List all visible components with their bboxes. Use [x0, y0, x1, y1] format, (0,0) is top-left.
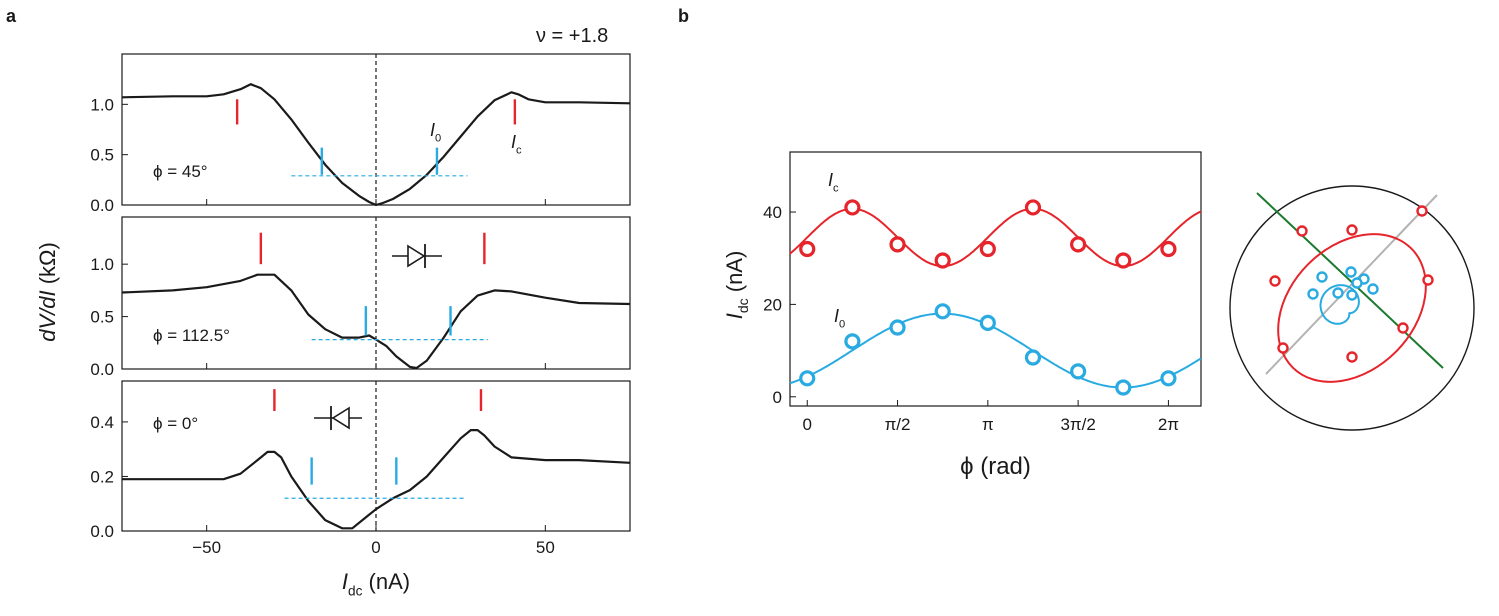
data-point-ic [844, 199, 861, 216]
polar-point-ic [1269, 275, 1281, 287]
diode-triangle [407, 244, 426, 268]
x-tick-label: 0 [371, 538, 380, 557]
subpanel-panel-a-middle: 0.0 0.5 1.0 ϕ = 112.5° [90, 216, 631, 379]
y-tick-label: 0.0 [90, 360, 114, 379]
y-axis-label: Idc (nA) [722, 251, 751, 320]
polar-point-ic [1422, 274, 1434, 286]
series-label-i0: I0 [834, 306, 845, 330]
subpanel-panel-a-bottom: 0.0 0.2 0.4 ϕ = 0° −50 0 50 Idc (nA) [90, 380, 631, 599]
diode-forward-icon [392, 244, 442, 268]
ic-label: Ic [511, 132, 522, 156]
x-tick-label: −50 [192, 538, 221, 557]
dvdi-trace [121, 273, 631, 370]
major-axis-line [1265, 194, 1438, 375]
polar-boundary-circle [1229, 185, 1475, 431]
y-axis-label: dV/dI (kΩ) [35, 242, 60, 342]
data-point-i0 [979, 314, 996, 331]
data-point-ic [799, 240, 816, 258]
polar-point-ic [1277, 342, 1289, 354]
data-point-i0 [799, 370, 816, 387]
plot-frame [789, 151, 1202, 407]
data-point-i0 [844, 333, 861, 350]
data-point-ic [1115, 252, 1132, 269]
polar-point-ic [1346, 224, 1358, 236]
polar-point-i0 [1345, 266, 1357, 278]
data-point-ic [934, 252, 951, 269]
data-point-ic [1024, 199, 1042, 216]
panel-b-letter: b [678, 6, 689, 26]
x-tick-label: π/2 [885, 415, 911, 434]
polar-point-ic [1346, 351, 1358, 363]
i0-label: I0 [430, 120, 441, 144]
ic-ellipse-fit [1277, 233, 1427, 383]
data-point-ic [1160, 240, 1177, 258]
filling-factor-label: ν = +1.8 [536, 25, 608, 47]
polar-point-i0 [1316, 271, 1328, 283]
y-tick-label: 0.4 [90, 413, 114, 432]
data-point-i0 [1160, 370, 1177, 387]
panel-b-polar-plot [1229, 185, 1475, 431]
phase-annotation: ϕ = 45° [153, 162, 208, 181]
y-tick-label: 40 [763, 203, 782, 222]
minor-axis-line [1256, 192, 1444, 369]
data-point-i0 [889, 319, 906, 336]
subpanel-panel-a-top: 0.0 0.5 1.0 ϕ = 45° I0 Ic [90, 53, 631, 215]
polar-point-i0 [1332, 287, 1344, 299]
x-axis-label: ϕ (rad) [960, 453, 1031, 480]
x-tick-label: 2π [1158, 415, 1179, 434]
data-point-ic [889, 236, 906, 253]
y-tick-label: 0.0 [90, 196, 114, 215]
y-tick-label: 1.0 [90, 255, 114, 274]
series-label-ic: Ic [828, 170, 839, 194]
dvdi-trace [121, 83, 631, 207]
phase-annotation: ϕ = 112.5° [153, 326, 230, 345]
data-point-i0 [1115, 379, 1132, 396]
polar-point-ic [1397, 322, 1409, 334]
y-tick-label: 1.0 [90, 95, 114, 114]
data-point-i0 [934, 303, 951, 320]
polar-point-ic [1296, 225, 1308, 237]
fit-curve-ic [789, 207, 1202, 268]
polar-point-i0 [1351, 277, 1363, 289]
diode-reverse-icon [314, 406, 362, 430]
polar-point-ic [1416, 205, 1428, 217]
diode-triangle [331, 406, 350, 430]
panel-b-main-plot: 0 20 40 0 π/2 π 3π/2 2π ϕ (rad) Idc (nA) Ic I0 [722, 151, 1202, 480]
y-tick-label: 0.5 [90, 146, 114, 165]
panel-a-letter: a [6, 6, 17, 26]
y-tick-label: 0.2 [90, 467, 114, 486]
polar-point-i0 [1307, 288, 1319, 300]
data-point-i0 [1070, 363, 1087, 380]
x-tick-label: 3π/2 [1060, 415, 1095, 434]
y-tick-label: 0.0 [90, 522, 114, 541]
data-point-ic [1070, 236, 1087, 253]
panel-a: dV/dI (kΩ) 0.0 0.5 1.0 ϕ = 45° I0 Ic 0.0 0.5 1.0 ϕ… [35, 53, 631, 599]
x-tick-label: π [982, 415, 994, 434]
y-tick-label: 20 [763, 295, 782, 314]
data-point-ic [979, 240, 996, 258]
dvdi-trace [122, 429, 631, 530]
polar-point-i0 [1367, 283, 1379, 295]
x-tick-label: 0 [803, 415, 812, 434]
data-point-i0 [1024, 349, 1042, 366]
x-tick-label: 50 [536, 538, 555, 557]
phase-annotation: ϕ = 0° [153, 414, 198, 433]
x-axis-label: Idc (nA) [342, 569, 410, 599]
y-tick-label: 0.5 [90, 308, 114, 327]
polar-point-i0 [1346, 289, 1358, 301]
y-tick-label: 0 [773, 388, 782, 407]
